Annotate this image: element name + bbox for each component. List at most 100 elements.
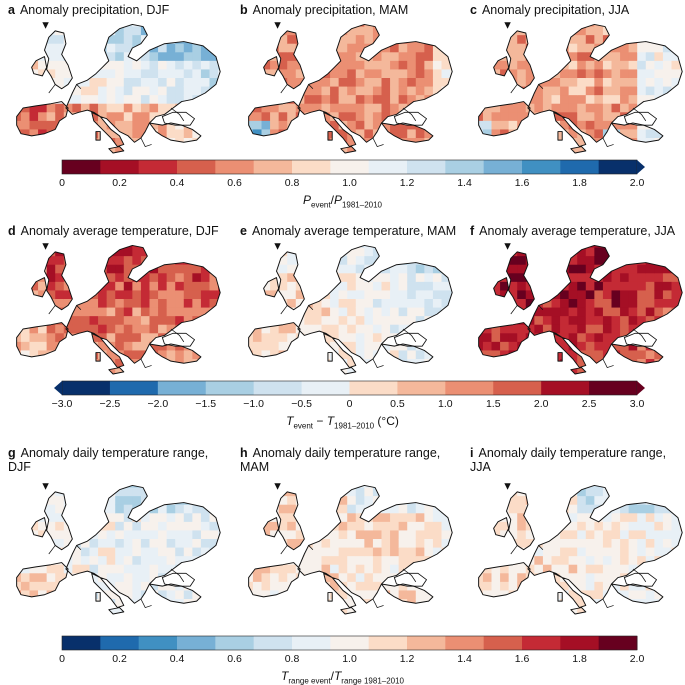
tick-label: 2.0 xyxy=(629,177,645,189)
tick-label: 0.2 xyxy=(112,653,127,665)
colorbar-ticks: 0 0.2 0.4 0.6 0.8 1.0 1.2 1.4 1.6 1.8 2.0 xyxy=(59,653,644,667)
tick-label: 1.0 xyxy=(342,653,357,665)
tick-label: 0.6 xyxy=(227,653,242,665)
map-d xyxy=(16,243,221,375)
coastline xyxy=(248,244,453,375)
tick-label: 1.0 xyxy=(438,398,453,410)
anomaly-field xyxy=(478,24,683,153)
panel-title-text: Anomaly average temperature, JJA xyxy=(479,224,676,238)
tick-label: 0.8 xyxy=(284,177,300,189)
colorbar-label: Tevent − T1981–2010 (°C) xyxy=(286,414,399,431)
tick-label: −2.0 xyxy=(147,398,169,410)
panel-letter: h xyxy=(240,446,248,460)
tick-label: 2.0 xyxy=(629,653,645,665)
panel-title-text: Anomaly precipitation, DJF xyxy=(19,3,170,17)
panel-d: d Anomaly average temperature, DJF xyxy=(0,221,225,411)
tick-label: 1.2 xyxy=(399,653,415,665)
tick-label: −0.5 xyxy=(291,398,312,410)
colorbar-label: Trange event/Trange 1981–2010 xyxy=(280,669,405,685)
colorbar-1 xyxy=(61,159,645,175)
colorbar-3 xyxy=(61,635,638,651)
panel-title: f Anomaly average temperature, JJA xyxy=(470,224,675,238)
tick-label: 2.0 xyxy=(533,398,549,410)
panel-title-text: Anomaly average temperature, MAM xyxy=(251,224,457,238)
tick-label: −2.5 xyxy=(99,398,121,410)
tick-label: 2.5 xyxy=(581,398,597,410)
tick-label: 1.8 xyxy=(572,653,587,665)
panel-letter: c xyxy=(470,3,477,17)
panel-title-text: Anomaly daily temperature range, JJA xyxy=(470,446,667,474)
anomaly-field xyxy=(478,485,683,614)
coastline xyxy=(248,484,453,615)
tick-label: 1.4 xyxy=(457,177,472,189)
tick-label: 0.5 xyxy=(390,398,405,410)
map-b xyxy=(248,22,453,154)
panel-h: h Anomaly daily temperature range, MAM xyxy=(232,443,457,633)
panel-title: e Anomaly average temperature, MAM xyxy=(240,224,456,238)
map-h xyxy=(248,483,453,615)
panel-title-text: Anomaly average temperature, DJF xyxy=(20,224,219,238)
colorbar-label: Pevent/P1981–2010 xyxy=(303,193,382,210)
panel-title-text: Anomaly daily temperature range, MAM xyxy=(240,446,441,474)
tick-label: 1.4 xyxy=(457,653,472,665)
panel-e: e Anomaly average temperature, MAM xyxy=(232,221,457,411)
tick-label: 1.6 xyxy=(514,653,530,665)
coastline xyxy=(478,244,683,375)
map-i xyxy=(478,483,683,615)
panel-title: d Anomaly average temperature, DJF xyxy=(8,224,219,238)
colorbar-2 xyxy=(54,380,645,396)
panel-letter: a xyxy=(8,3,15,17)
tick-label: 0.4 xyxy=(169,177,185,189)
tick-label: 1.5 xyxy=(485,398,501,410)
panel-i: i Anomaly daily temperature range, JJA xyxy=(462,443,685,633)
panel-letter: i xyxy=(470,446,474,460)
colorbar-ticks: −3.0 −2.5 −2.0 −1.5 −1.0 −0.5 0 0.5 1.0 1.5 2.0 2.5… xyxy=(52,398,645,412)
tick-label: 1.2 xyxy=(399,177,415,189)
panel-title: i Anomaly daily temperature range, JJA xyxy=(470,446,675,474)
tick-label: 0.4 xyxy=(169,653,185,665)
tick-label: 0.2 xyxy=(112,177,127,189)
coastline xyxy=(478,23,683,154)
panel-letter: e xyxy=(240,224,247,238)
tick-label: −1.0 xyxy=(243,398,265,410)
tick-label: 1.8 xyxy=(572,177,587,189)
tick-label: −3.0 xyxy=(51,398,73,410)
tick-label: 3.0 xyxy=(629,398,645,410)
panel-title-text: Anomaly daily temperature range, DJF xyxy=(8,446,209,474)
panel-letter: d xyxy=(8,224,16,238)
tick-label: 1.6 xyxy=(514,177,530,189)
tick-label: 0.6 xyxy=(227,177,242,189)
tick-label: 0.8 xyxy=(284,653,300,665)
map-c xyxy=(478,22,683,154)
panel-g: g Anomaly daily temperature range, DJF xyxy=(0,443,225,633)
anomaly-field xyxy=(478,245,683,374)
panel-title: b Anomaly precipitation, MAM xyxy=(240,3,408,17)
panel-title-text: Anomaly precipitation, MAM xyxy=(252,3,409,17)
panel-title: h Anomaly daily temperature range, MAM xyxy=(240,446,445,474)
coastline xyxy=(16,23,221,154)
panel-c: c Anomaly precipitation, JJA xyxy=(462,0,685,190)
panel-b: b Anomaly precipitation, MAM xyxy=(232,0,457,190)
tick-label: 0 xyxy=(346,398,353,410)
panel-title-text: Anomaly precipitation, JJA xyxy=(481,3,630,17)
panel-title: a Anomaly precipitation, DJF xyxy=(8,3,169,17)
panel-title: c Anomaly precipitation, JJA xyxy=(470,3,629,17)
panel-letter: b xyxy=(240,3,248,17)
coastline xyxy=(248,23,453,154)
panel-letter: g xyxy=(8,446,16,460)
tick-label: 0 xyxy=(59,177,65,189)
map-a xyxy=(16,22,221,154)
panel-letter: f xyxy=(470,224,475,238)
map-f xyxy=(478,243,683,375)
tick-label: 0 xyxy=(59,653,65,665)
map-g xyxy=(16,483,221,615)
coastline xyxy=(16,484,221,615)
tick-label: −1.5 xyxy=(195,398,217,410)
panel-f: f Anomaly average temperature, JJA xyxy=(462,221,685,411)
map-e xyxy=(248,243,453,375)
coastline xyxy=(16,244,221,375)
colorbar-ticks: 0 0.2 0.4 0.6 0.8 1.0 1.2 1.4 1.6 1.8 2.0 xyxy=(59,177,644,191)
tick-label: 1.0 xyxy=(342,177,357,189)
panel-a: a Anomaly precipitation, DJF xyxy=(0,0,225,190)
coastline xyxy=(478,484,683,615)
